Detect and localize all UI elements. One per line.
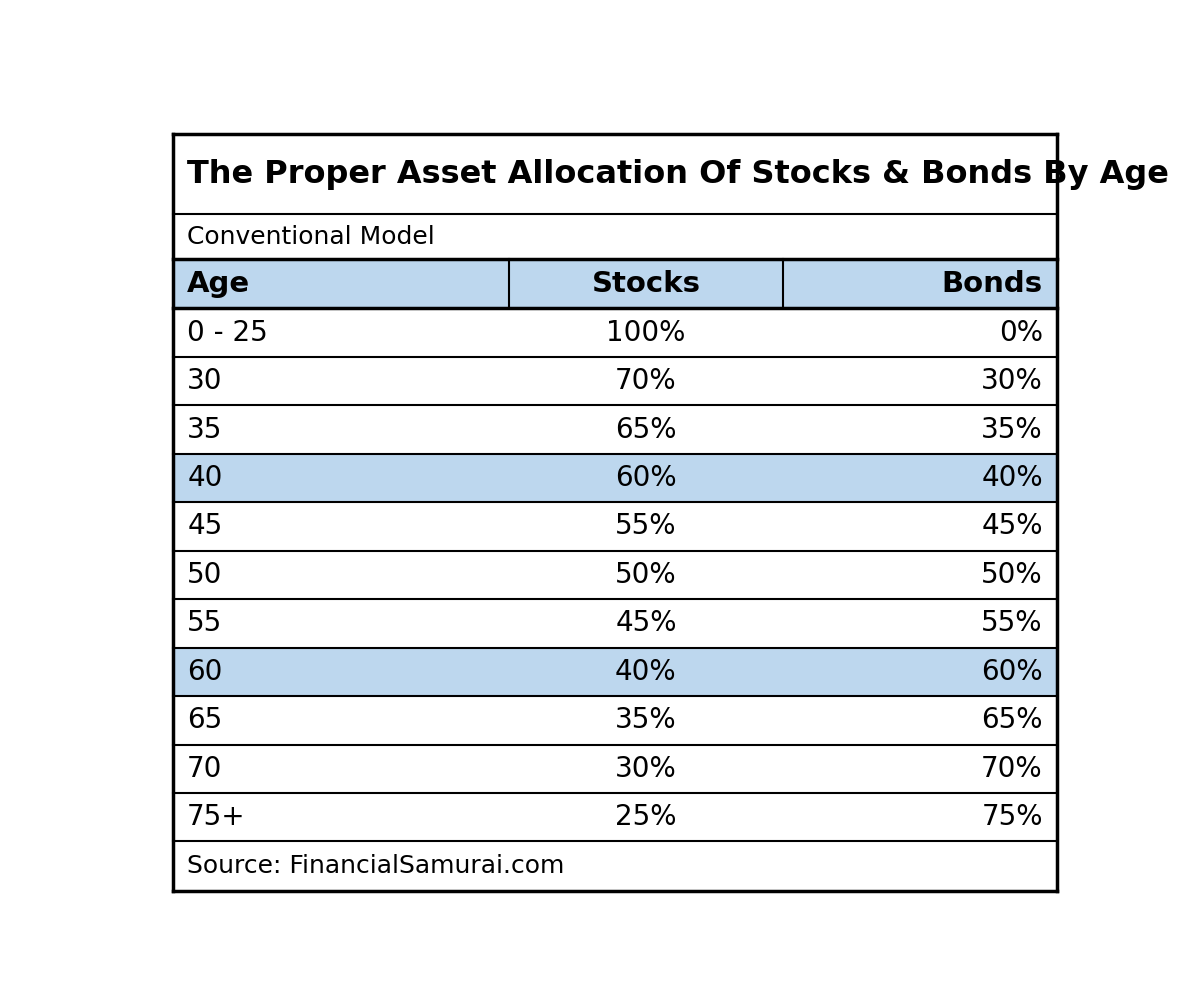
Bar	[173, 502, 1057, 551]
Text: 0%: 0%	[998, 318, 1043, 347]
Text: 45: 45	[187, 513, 222, 540]
Text: 45%: 45%	[616, 610, 677, 637]
Bar	[173, 406, 1057, 454]
Bar	[173, 744, 1057, 793]
Text: 30%: 30%	[982, 367, 1043, 395]
Text: 40%: 40%	[982, 464, 1043, 492]
Bar	[173, 696, 1057, 744]
Text: Conventional Model: Conventional Model	[187, 225, 434, 248]
Text: Age: Age	[187, 270, 251, 298]
Text: 75+: 75+	[187, 803, 246, 831]
Text: 60%: 60%	[616, 464, 677, 492]
Text: 35%: 35%	[616, 706, 677, 735]
Text: 55%: 55%	[616, 513, 677, 540]
Bar	[173, 842, 1057, 891]
Bar	[173, 214, 1057, 259]
Bar	[173, 551, 1057, 599]
Text: 35: 35	[187, 415, 222, 444]
Text: 60%: 60%	[982, 658, 1043, 685]
Bar	[173, 308, 1057, 356]
Bar	[173, 793, 1057, 842]
Text: 70%: 70%	[616, 367, 677, 395]
Text: 65%: 65%	[616, 415, 677, 444]
Text: The Proper Asset Allocation Of Stocks & Bonds By Age: The Proper Asset Allocation Of Stocks & …	[187, 159, 1169, 190]
Bar	[173, 135, 1057, 214]
Text: 50%: 50%	[616, 561, 677, 589]
Text: 50%: 50%	[982, 561, 1043, 589]
Bar	[173, 647, 1057, 696]
Text: 35%: 35%	[982, 415, 1043, 444]
Bar	[173, 599, 1057, 647]
Text: 40: 40	[187, 464, 222, 492]
Text: 70%: 70%	[982, 755, 1043, 783]
Text: 45%: 45%	[982, 513, 1043, 540]
Text: 70: 70	[187, 755, 222, 783]
Text: 75%: 75%	[982, 803, 1043, 831]
Text: Source: FinancialSamurai.com: Source: FinancialSamurai.com	[187, 854, 564, 878]
Text: 55%: 55%	[982, 610, 1043, 637]
Bar	[173, 454, 1057, 502]
Text: 100%: 100%	[606, 318, 685, 347]
Text: 65%: 65%	[982, 706, 1043, 735]
Text: Stocks: Stocks	[592, 270, 701, 298]
Text: 50: 50	[187, 561, 222, 589]
Text: 30%: 30%	[616, 755, 677, 783]
Bar	[173, 259, 1057, 308]
Text: Bonds: Bonds	[942, 270, 1043, 298]
Bar	[173, 356, 1057, 406]
Text: 30: 30	[187, 367, 223, 395]
Text: 25%: 25%	[616, 803, 677, 831]
Text: 40%: 40%	[616, 658, 677, 685]
Text: 60: 60	[187, 658, 222, 685]
Text: 0 - 25: 0 - 25	[187, 318, 268, 347]
Text: 55: 55	[187, 610, 222, 637]
Text: 65: 65	[187, 706, 222, 735]
